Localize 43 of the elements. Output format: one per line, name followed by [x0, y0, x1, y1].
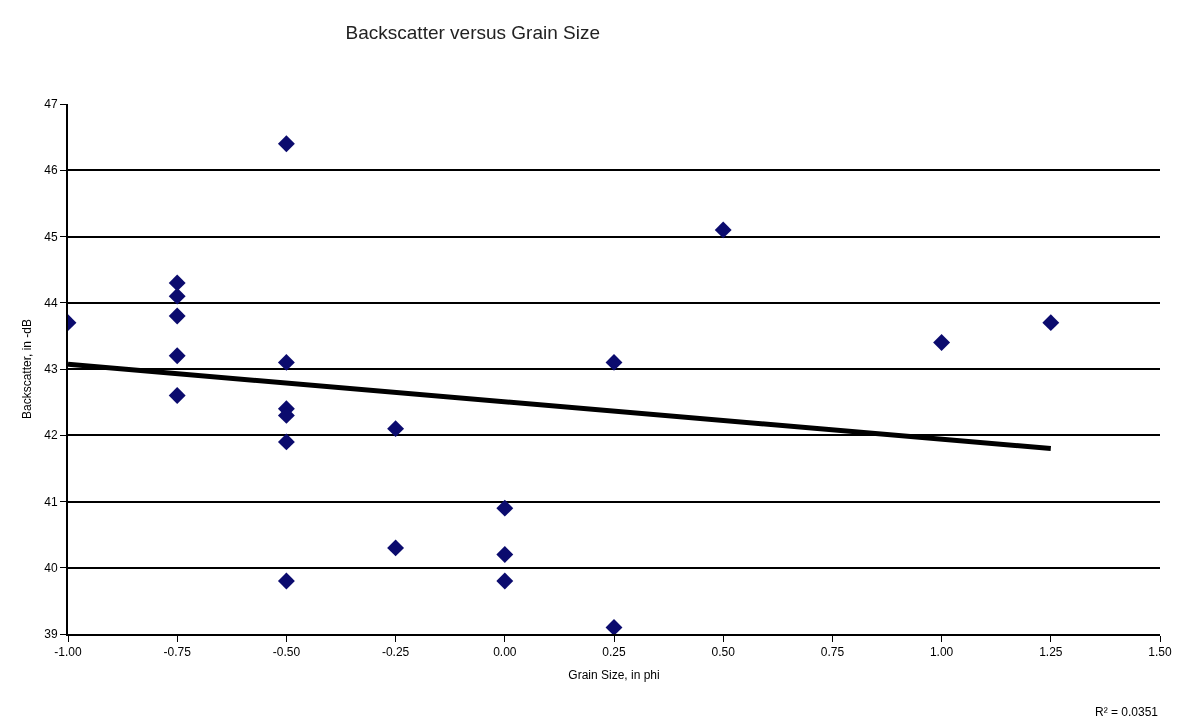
point — [605, 618, 623, 634]
x-tick-label: 1.50 — [1148, 645, 1172, 660]
point — [277, 572, 295, 590]
point — [168, 287, 186, 305]
y-tick-label: 40 — [44, 560, 58, 575]
point — [168, 307, 186, 325]
y-tick-label: 44 — [44, 295, 58, 310]
x-tick-label: -0.25 — [381, 645, 410, 660]
point — [714, 221, 732, 239]
point — [277, 433, 295, 451]
point — [168, 387, 186, 404]
point — [387, 539, 405, 557]
y-tick-label: 41 — [44, 494, 58, 509]
x-tick-label: -0.75 — [163, 645, 192, 660]
point — [277, 353, 295, 371]
point — [168, 274, 186, 292]
y-tick-label: 39 — [44, 627, 58, 642]
point — [496, 572, 514, 590]
point — [1042, 314, 1060, 332]
point — [933, 334, 951, 351]
y-tick-label: 42 — [44, 428, 58, 443]
x-tick-label: 1.00 — [929, 645, 954, 660]
y-tick-label: 45 — [44, 229, 58, 244]
text: R² = 0.0351 — [1095, 705, 1159, 719]
point — [277, 135, 295, 153]
point — [168, 347, 186, 365]
x-tick-label: 0.50 — [711, 645, 736, 660]
chart-title: Backscatter versus Grain Size — [345, 21, 601, 43]
x-axis-title: Grain Size, in phi — [568, 667, 660, 682]
y-tick-label: 43 — [44, 362, 58, 377]
y-tick-label: 46 — [44, 163, 58, 178]
x-tick-label: 0.75 — [820, 645, 845, 660]
x-tick-label: 1.25 — [1039, 645, 1063, 660]
x-tick-label: -1.00 — [54, 645, 82, 660]
x-tick-label: 0.25 — [602, 645, 626, 660]
point — [387, 420, 405, 438]
point — [496, 546, 514, 563]
y-tick-label: 47 — [44, 97, 58, 112]
point — [496, 499, 514, 517]
x-tick-label: -0.50 — [272, 645, 301, 660]
x-tick-label: 0.00 — [493, 645, 517, 660]
point — [605, 353, 623, 371]
y-axis-title: Backscatter, in -dB — [20, 318, 35, 420]
